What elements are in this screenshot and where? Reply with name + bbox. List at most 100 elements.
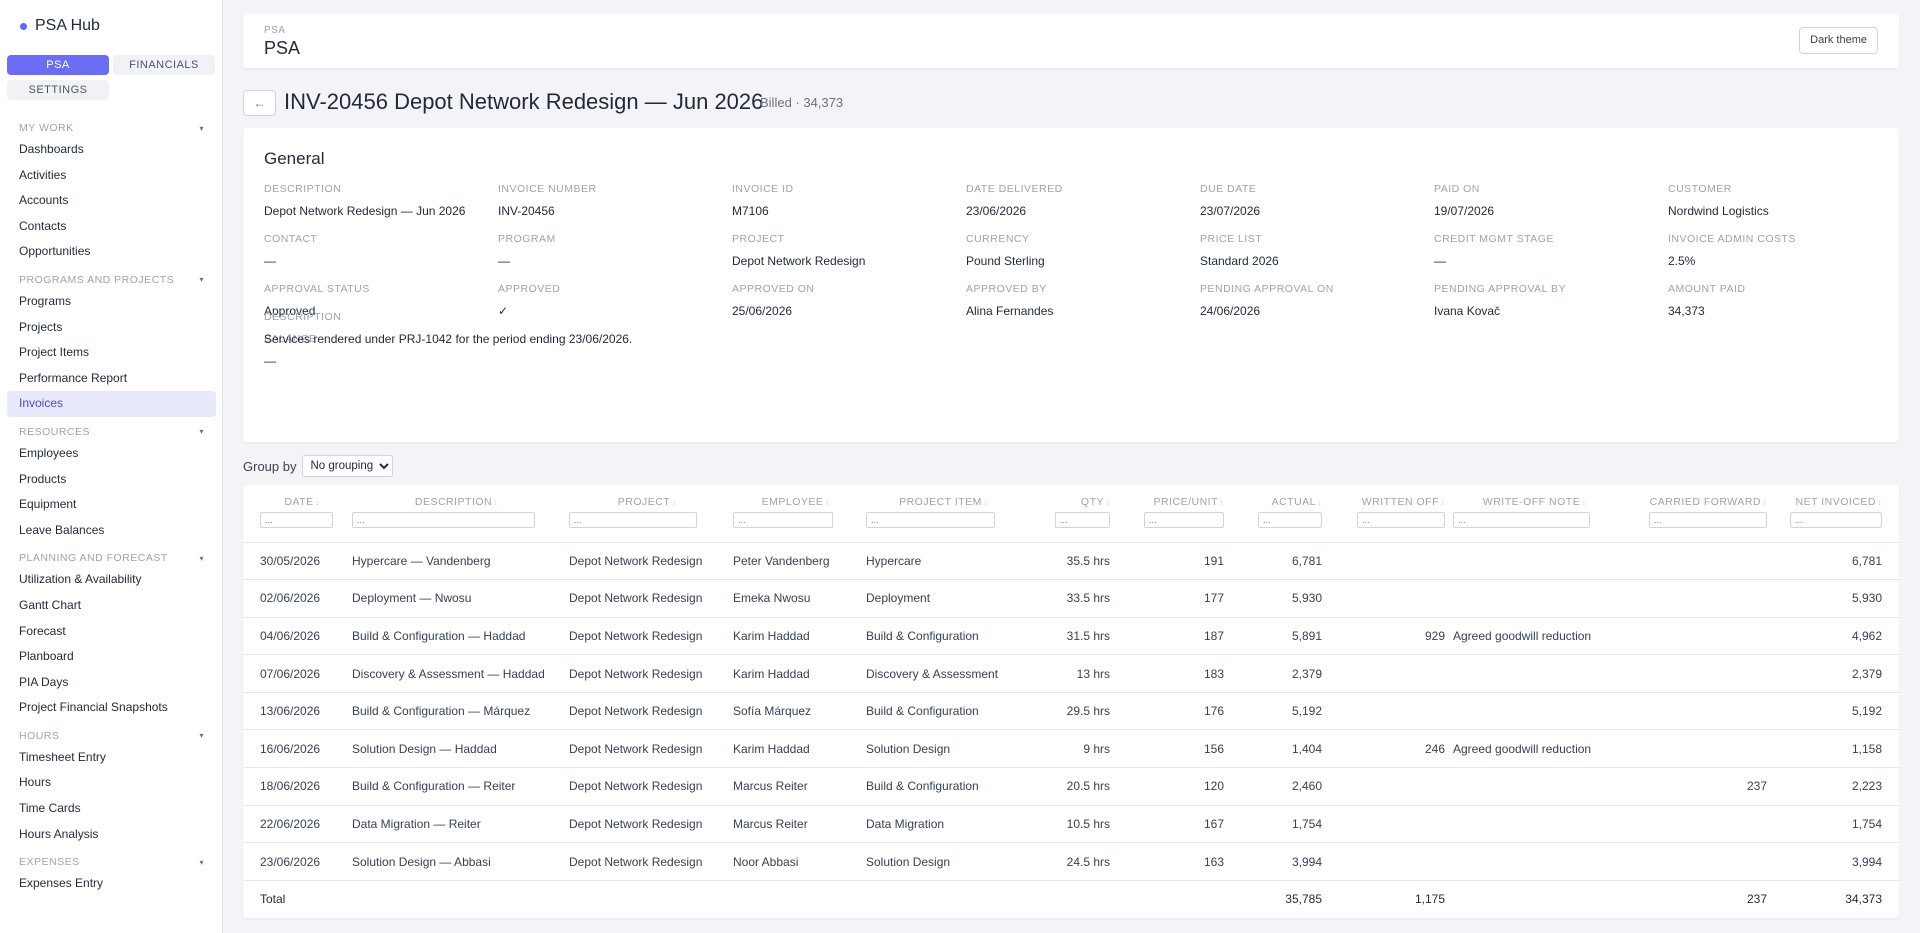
column-label[interactable]: WRITTEN OFF ↕ <box>1330 496 1445 508</box>
sort-icon[interactable]: ↕ <box>1763 500 1767 507</box>
chevron-down-icon: ▾ <box>199 731 204 741</box>
nav-section-resources[interactable]: RESOURCES ▾ <box>7 423 216 441</box>
field-label: DATE DELIVERED <box>966 183 1063 195</box>
nav-section-hours[interactable]: HOURS ▾ <box>7 727 216 745</box>
sidebar-item-invoices[interactable]: Invoices <box>7 391 216 417</box>
sort-icon[interactable]: ↕ <box>315 500 320 507</box>
cell-project-item: Data Migration <box>866 805 1029 844</box>
field-contact: CONTACT — <box>264 233 489 268</box>
sidebar-item-time-cards[interactable]: Time Cards <box>19 801 81 816</box>
column-label-text: ACTUAL <box>1271 496 1316 508</box>
column-label[interactable]: DATE ↕ <box>284 496 319 508</box>
table-row[interactable]: 22/06/2026 Data Migration — Reiter Depot N… <box>243 805 1899 844</box>
column-label[interactable]: NET INVOICED ↕ <box>1775 496 1882 508</box>
sort-icon[interactable]: ↕ <box>672 500 677 507</box>
sidebar-item-activities[interactable]: Activities <box>19 167 67 182</box>
table-row[interactable]: 02/06/2026 Deployment — Nwosu Depot Networ… <box>243 579 1899 618</box>
field-description: DESCRIPTION Depot Network Redesign — Jun … <box>264 183 489 218</box>
sidebar-item-contacts[interactable]: Contacts <box>19 218 67 233</box>
sidebar-item-dashboards[interactable]: Dashboards <box>19 142 84 156</box>
brand-name: PSA Hub <box>35 17 100 34</box>
filter-input-date[interactable] <box>260 512 333 528</box>
sidebar-item-forecast[interactable]: Forecast <box>19 623 66 638</box>
sidebar-item-equipment[interactable]: Equipment <box>19 497 77 512</box>
filter-input-net-invoiced[interactable] <box>1790 512 1882 528</box>
sidebar-item-project-items[interactable]: Project Items <box>19 345 90 360</box>
filter-input-price-unit[interactable] <box>1144 512 1224 528</box>
sort-icon[interactable]: ↕ <box>1441 500 1445 507</box>
sidebar-item-hours-analysis[interactable]: Hours Analysis <box>19 826 99 841</box>
dark-theme-button[interactable]: Dark theme <box>1799 27 1878 54</box>
sidebar-item-performance-report[interactable]: Performance Report <box>19 370 128 385</box>
sidebar-item-projects[interactable]: Projects <box>19 319 63 334</box>
tab-psa[interactable]: PSA <box>7 55 109 75</box>
cell-employee: Peter Vandenberg <box>733 542 866 581</box>
field-label: CURRENCY <box>966 233 1030 245</box>
sort-icon[interactable]: ↕ <box>1582 500 1587 507</box>
column-label[interactable]: CARRIED FORWARD ↕ <box>1624 496 1767 508</box>
tab-financials[interactable]: FINANCIALS <box>113 55 215 75</box>
group-by-select[interactable]: No grouping <box>302 455 394 477</box>
sidebar-item-accounts[interactable]: Accounts <box>19 193 69 208</box>
filter-input-employee[interactable] <box>733 512 833 528</box>
nav-section-planning-and-forecast[interactable]: PLANNING AND FORECAST ▾ <box>7 549 216 567</box>
cell-date: 16/06/2026 <box>243 729 352 769</box>
column-label[interactable]: QTY ↕ <box>1029 496 1110 508</box>
filter-input-qty[interactable] <box>1055 512 1110 528</box>
sidebar-item-programs[interactable]: Programs <box>19 293 72 308</box>
sort-icon[interactable]: ↕ <box>1106 500 1110 507</box>
field-approved-by: APPROVED BY Alina Fernandes <box>966 283 1191 318</box>
sidebar-item-gantt-chart[interactable]: Gantt Chart <box>19 597 82 612</box>
column-label[interactable]: PRICE/UNIT ↕ <box>1118 496 1224 508</box>
filter-input-actual[interactable] <box>1258 512 1322 528</box>
sort-icon[interactable]: ↕ <box>494 500 499 507</box>
tab-settings[interactable]: SETTINGS <box>7 80 109 100</box>
sidebar-item-opportunities[interactable]: Opportunities <box>19 244 91 259</box>
column-label[interactable]: WRITE-OFF NOTE ↕ <box>1483 496 1586 508</box>
filter-input-carried-forward[interactable] <box>1649 512 1767 528</box>
column-label[interactable]: ACTUAL ↕ <box>1232 496 1322 508</box>
cell-qty: 24.5 hrs <box>1029 842 1118 881</box>
sidebar-item-employees[interactable]: Employees <box>19 445 79 460</box>
nav-section-expenses[interactable]: EXPENSES ▾ <box>7 853 216 871</box>
field-label: APPROVED <box>498 283 561 295</box>
filter-input-project[interactable] <box>569 512 697 528</box>
table-row[interactable]: 07/06/2026 Discovery & Assessment — Hadda… <box>243 654 1899 693</box>
cell-written-off <box>1330 692 1453 731</box>
sort-icon[interactable]: ↕ <box>1318 500 1322 507</box>
filter-input-description[interactable] <box>352 512 535 528</box>
back-button[interactable]: ← <box>243 90 276 116</box>
field-value: 25/06/2026 <box>732 304 793 318</box>
table-row[interactable]: 04/06/2026 Build & Configuration — Haddad… <box>243 617 1899 656</box>
sort-icon[interactable]: ↕ <box>825 500 830 507</box>
filter-input-written-off[interactable] <box>1357 512 1445 528</box>
sidebar-item-expenses-entry[interactable]: Expenses Entry <box>19 876 104 891</box>
column-label[interactable]: EMPLOYEE ↕ <box>762 496 830 508</box>
sidebar-item-hours[interactable]: Hours <box>19 775 52 790</box>
filter-input-project-item[interactable] <box>866 512 995 528</box>
table-row[interactable]: 13/06/2026 Build & Configuration — Márque… <box>243 692 1899 731</box>
field-value: — <box>264 354 276 368</box>
column-label[interactable]: PROJECT ↕ <box>618 496 677 508</box>
sort-icon[interactable]: ↕ <box>1220 500 1224 507</box>
sidebar-item-products[interactable]: Products <box>19 471 67 486</box>
column-label[interactable]: PROJECT ITEM ↕ <box>899 496 988 508</box>
sidebar-item-project-financial-snapshots[interactable]: Project Financial Snapshots <box>19 700 168 715</box>
table-row[interactable]: 16/06/2026 Solution Design — Haddad Depot … <box>243 729 1899 769</box>
sort-icon[interactable]: ↕ <box>1878 500 1882 507</box>
sidebar-item-utilization-and-availability[interactable]: Utilization & Availability <box>19 572 142 587</box>
table-row[interactable]: 18/06/2026 Build & Configuration — Reiter… <box>243 767 1899 806</box>
filter-input-write-off-note[interactable] <box>1453 512 1590 528</box>
sidebar-item-timesheet-entry[interactable]: Timesheet Entry <box>19 749 106 764</box>
table-row[interactable]: 30/05/2026 Hypercare — Vandenberg Depot Ne… <box>243 542 1899 581</box>
column-label[interactable]: DESCRIPTION ↕ <box>415 496 498 508</box>
sidebar-item-pia-days[interactable]: PIA Days <box>19 674 69 689</box>
sidebar-item-planboard[interactable]: Planboard <box>19 649 74 664</box>
nav-section-my-work[interactable]: MY WORK ▾ <box>7 119 216 137</box>
table-row[interactable]: 23/06/2026 Solution Design — Abbasi Depot … <box>243 842 1899 881</box>
cell-price-unit: 156 <box>1118 729 1232 769</box>
sidebar-item-leave-balances[interactable]: Leave Balances <box>19 522 105 537</box>
nav-section-programs-and-projects[interactable]: PROGRAMS AND PROJECTS ▾ <box>7 271 216 289</box>
sort-icon[interactable]: ↕ <box>983 500 988 507</box>
field-program: PROGRAM — <box>498 233 723 268</box>
